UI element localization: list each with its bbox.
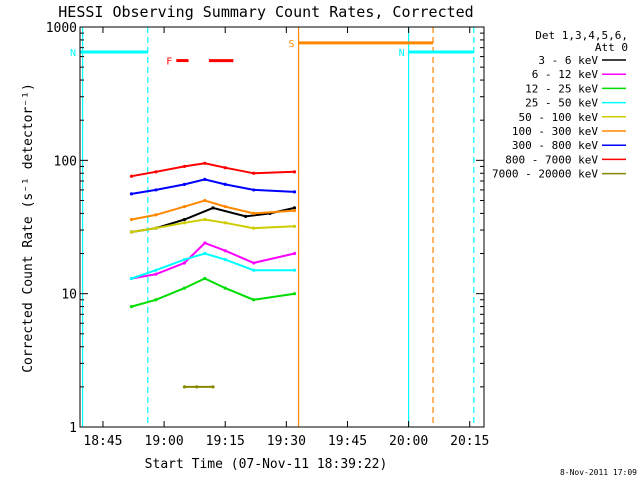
data-point-25-50-kev <box>252 268 256 272</box>
data-point-12-25-kev <box>182 286 187 290</box>
x-axis-label: Start Time (07-Nov-11 18:39:22) <box>145 457 388 472</box>
data-point-7000-20000-kev <box>182 385 187 389</box>
data-point-300-800-kev <box>223 182 227 186</box>
data-point-25-50-kev <box>292 268 297 272</box>
data-point-6-12-kev <box>203 241 207 245</box>
legend-label: 7000 - 20000 keV <box>492 168 598 181</box>
data-point-300-800-kev <box>129 192 134 196</box>
chart-title: HESSI Observing Summary Count Rates, Cor… <box>58 3 473 21</box>
legend-header: Att 0 <box>595 41 628 54</box>
data-point-6-12-kev <box>182 261 187 265</box>
data-point-3-6-kev <box>292 206 297 210</box>
y-axis-label: Corrected Count Rate (s⁻¹ detector⁻¹) <box>21 83 36 373</box>
data-point-300-800-kev <box>252 188 256 192</box>
data-point-12-25-kev <box>203 276 207 281</box>
data-point-50-100-kev <box>182 221 187 225</box>
data-point-800-7000-kev <box>182 164 187 169</box>
x-tick-label: 19:30 <box>267 434 306 449</box>
data-point-100-300-kev <box>292 208 297 213</box>
data-point-50-100-kev <box>129 230 134 234</box>
x-tick-label: 18:45 <box>83 434 122 449</box>
flag-label: N <box>399 48 405 59</box>
data-point-12-25-kev <box>292 292 297 296</box>
legend-label: 100 - 300 keV <box>512 125 598 138</box>
legend-label: 50 - 100 keV <box>519 111 599 124</box>
data-point-6-12-kev <box>223 249 227 253</box>
data-point-12-25-kev <box>154 298 158 302</box>
x-tick-label: 19:45 <box>328 434 367 449</box>
flag-label: S <box>289 39 295 50</box>
data-point-100-300-kev <box>203 198 207 203</box>
legend-label: 300 - 800 keV <box>512 139 598 152</box>
data-point-6-12-kev <box>154 272 158 276</box>
data-point-100-300-kev <box>154 213 158 217</box>
data-point-7000-20000-kev <box>195 385 199 389</box>
plot-frame <box>79 26 485 428</box>
data-point-800-7000-kev <box>223 166 227 170</box>
data-point-800-7000-kev <box>292 170 297 174</box>
legend-label: 6 - 12 keV <box>532 68 599 81</box>
x-tick-label: 20:00 <box>389 434 428 449</box>
data-point-12-25-kev <box>129 304 134 309</box>
data-point-50-100-kev <box>223 221 227 225</box>
legend-header: Det 1,3,4,5,6, <box>535 29 628 42</box>
footer-date: 8-Nov-2011 17:09 <box>560 468 637 477</box>
data-point-50-100-kev <box>292 224 297 228</box>
data-point-6-12-kev <box>252 261 256 265</box>
data-point-300-800-kev <box>292 190 297 194</box>
data-point-6-12-kev <box>292 251 297 256</box>
data-point-12-25-kev <box>252 298 256 302</box>
data-point-100-300-kev <box>182 204 187 209</box>
data-point-25-50-kev <box>154 268 158 272</box>
data-point-300-800-kev <box>203 177 207 181</box>
data-point-25-50-kev <box>182 258 187 262</box>
data-point-50-100-kev <box>252 226 256 230</box>
data-point-800-7000-kev <box>129 174 134 178</box>
data-point-50-100-kev <box>203 217 207 222</box>
x-tick-label: 20:15 <box>450 434 489 449</box>
data-point-300-800-kev <box>182 182 187 186</box>
data-point-100-300-kev <box>223 204 227 209</box>
data-point-12-25-kev <box>223 286 227 290</box>
legend-label: 800 - 7000 keV <box>505 153 598 166</box>
data-point-3-6-kev <box>182 217 187 222</box>
data-point-25-50-kev <box>223 258 227 262</box>
data-point-50-100-kev <box>154 226 158 230</box>
legend-label: 3 - 6 keV <box>538 54 598 67</box>
x-tick-label: 19:15 <box>206 434 245 449</box>
flag-label: F <box>166 57 172 68</box>
data-point-300-800-kev <box>154 188 158 192</box>
x-tick-label: 19:00 <box>145 434 184 449</box>
data-point-7000-20000-kev <box>211 385 215 389</box>
y-tick-label: 1000 <box>46 21 77 36</box>
data-point-3-6-kev <box>243 214 248 218</box>
y-tick-label: 1 <box>69 421 77 436</box>
data-point-800-7000-kev <box>154 170 158 174</box>
y-tick-label: 10 <box>61 288 77 303</box>
plot-area: N N S F 18:45 19:00 19:15 19:30 19:45 20:00 20:15 1… <box>46 21 490 449</box>
data-point-100-300-kev <box>252 211 256 215</box>
data-point-800-7000-kev <box>203 161 207 165</box>
y-tick-label: 100 <box>54 154 77 169</box>
data-point-100-300-kev <box>129 217 134 222</box>
legend-label: 12 - 25 keV <box>525 82 598 95</box>
data-point-25-50-kev <box>203 251 207 256</box>
data-point-3-6-kev <box>211 206 215 210</box>
data-point-25-50-kev <box>129 276 134 281</box>
legend-label: 25 - 50 keV <box>525 97 598 110</box>
flag-label: N <box>70 48 76 59</box>
data-point-800-7000-kev <box>252 171 256 175</box>
